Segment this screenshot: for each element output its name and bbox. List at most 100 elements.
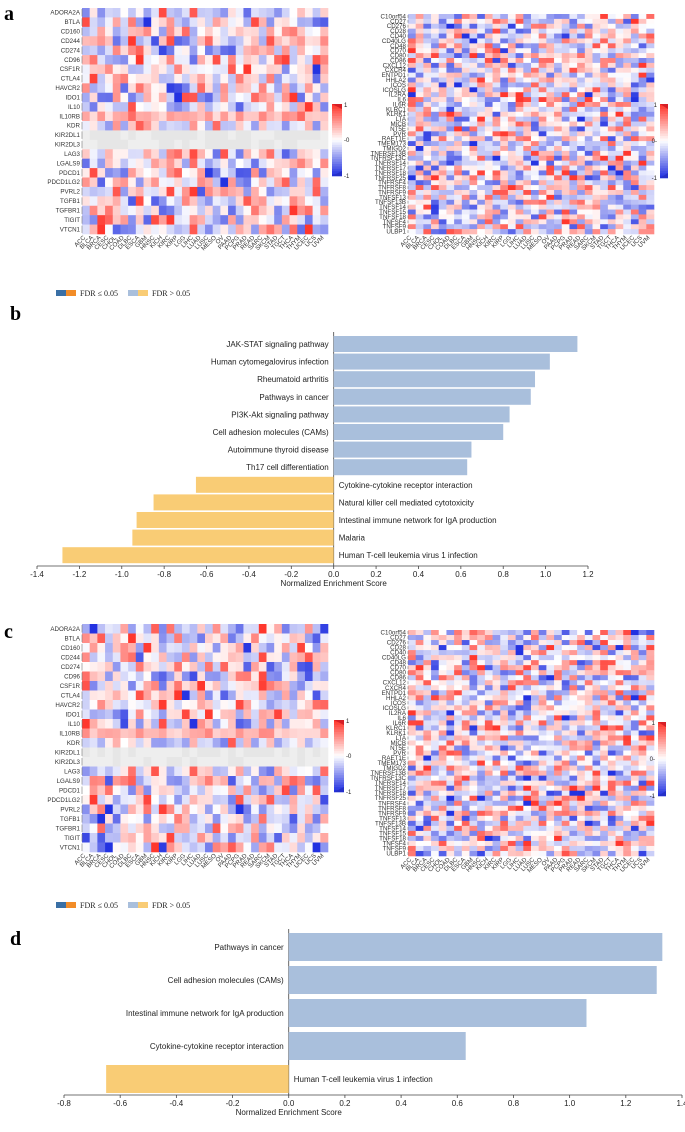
heatmap-cell: [461, 645, 470, 651]
heatmap-cell: [469, 190, 478, 196]
heatmap-cell: [415, 72, 424, 78]
heatmap-cell: [554, 645, 563, 651]
heatmap-cell: [584, 810, 593, 817]
heatmap-cell: [630, 126, 639, 132]
heatmap-cell: [600, 630, 609, 636]
heatmap-cell: [105, 624, 114, 634]
heatmap-cell: [461, 72, 470, 78]
heatmap-cell: [561, 214, 570, 220]
gene-label: TIGIT: [64, 217, 80, 224]
heatmap-cell: [561, 650, 570, 656]
heatmap-cell: [289, 728, 298, 739]
heatmap-cell: [105, 121, 114, 131]
gene-label: KIR2DL3: [55, 759, 81, 766]
heatmap-cell: [569, 38, 578, 44]
heatmap-cell: [561, 53, 570, 59]
heatmap-cell: [304, 64, 313, 75]
heatmap-cell: [569, 14, 578, 20]
heatmap-cell: [166, 766, 175, 777]
heatmap-cell: [423, 670, 432, 676]
heatmap-cell: [561, 141, 570, 147]
heatmap-cell: [151, 785, 160, 796]
gene-label: RAET1E: [382, 136, 406, 143]
heatmap-cell: [469, 14, 478, 20]
heatmap-cell: [492, 48, 501, 54]
heatmap-cell: [615, 635, 624, 641]
heatmap-cell: [515, 121, 524, 127]
heatmap-cell: [600, 33, 609, 39]
heatmap-cell: [484, 136, 493, 142]
heatmap-cell: [461, 204, 470, 210]
heatmap-cell: [584, 680, 593, 686]
heatmap-cell: [592, 635, 601, 641]
heatmap-cell: [484, 765, 493, 771]
panel-label-a: a: [4, 3, 14, 25]
heatmap-cell: [492, 690, 501, 696]
heatmap-cell: [438, 665, 447, 671]
heatmap-cell: [112, 624, 121, 634]
heatmap-cell: [320, 690, 329, 701]
heatmap-cell: [446, 62, 455, 69]
heatmap-cell: [538, 121, 547, 127]
heatmap-cell: [577, 121, 586, 127]
heatmap-cell: [415, 815, 424, 822]
heatmap-cell: [638, 175, 647, 181]
heatmap-cell: [484, 705, 493, 711]
heatmap-cell: [105, 766, 114, 777]
heatmap-cell: [577, 680, 586, 686]
heatmap-cell: [531, 38, 539, 44]
heatmap-cell: [469, 33, 478, 39]
heatmap-cell: [523, 685, 532, 691]
heatmap-cell: [531, 190, 539, 196]
heatmap-cell: [577, 160, 586, 166]
heatmap-cell: [205, 36, 213, 46]
colorbar-step: [332, 106, 342, 110]
heatmap-cell: [584, 660, 593, 666]
heatmap-cell: [281, 186, 290, 197]
heatmap-cell: [607, 710, 616, 716]
heatmap-cell: [112, 652, 121, 663]
heatmap-cell: [258, 738, 267, 748]
gene-label: KIR2DL1: [55, 132, 81, 139]
heatmap-cell: [408, 730, 416, 736]
heatmap-cell: [446, 725, 455, 731]
heatmap-cell: [515, 695, 524, 701]
heatmap-cell: [515, 53, 524, 59]
heatmap-cell: [569, 765, 578, 771]
heatmap-cell: [258, 757, 267, 767]
heatmap-cell: [569, 825, 578, 832]
heatmap-cell: [120, 111, 129, 122]
heatmap-cell: [266, 719, 275, 729]
heatmap-cell: [538, 755, 547, 761]
colorbar-step: [660, 113, 668, 117]
heatmap-cell: [592, 665, 601, 671]
heatmap-cell: [584, 770, 593, 776]
heatmap-cell: [446, 660, 455, 666]
gene-label: IL6: [397, 715, 406, 722]
heatmap-cell: [438, 745, 447, 751]
heatmap-cell: [515, 845, 524, 852]
heatmap-cell: [281, 719, 290, 729]
heatmap-cell: [454, 755, 463, 761]
heatmap-cell: [630, 38, 639, 44]
heatmap-cell: [646, 750, 655, 756]
heatmap-cell: [228, 823, 237, 834]
heatmap-cell: [461, 630, 470, 636]
heatmap-cell: [607, 170, 616, 176]
colorbar-step: [660, 143, 668, 147]
heatmap-cell: [469, 795, 478, 802]
heatmap-cell: [638, 655, 647, 661]
heatmap-cell: [523, 660, 532, 666]
heatmap-cell: [607, 150, 616, 157]
heatmap-cell: [515, 655, 524, 661]
heatmap-cell: [507, 675, 516, 681]
heatmap-cell: [454, 685, 463, 691]
heatmap-cell: [197, 671, 206, 682]
heatmap-cell: [569, 795, 578, 802]
heatmap-cell: [615, 700, 624, 706]
heatmap-cell: [584, 14, 593, 20]
heatmap-cell: [228, 662, 237, 672]
heatmap-cell: [181, 196, 190, 207]
heatmap-cell: [251, 205, 260, 216]
heatmap-cell: [438, 23, 447, 29]
